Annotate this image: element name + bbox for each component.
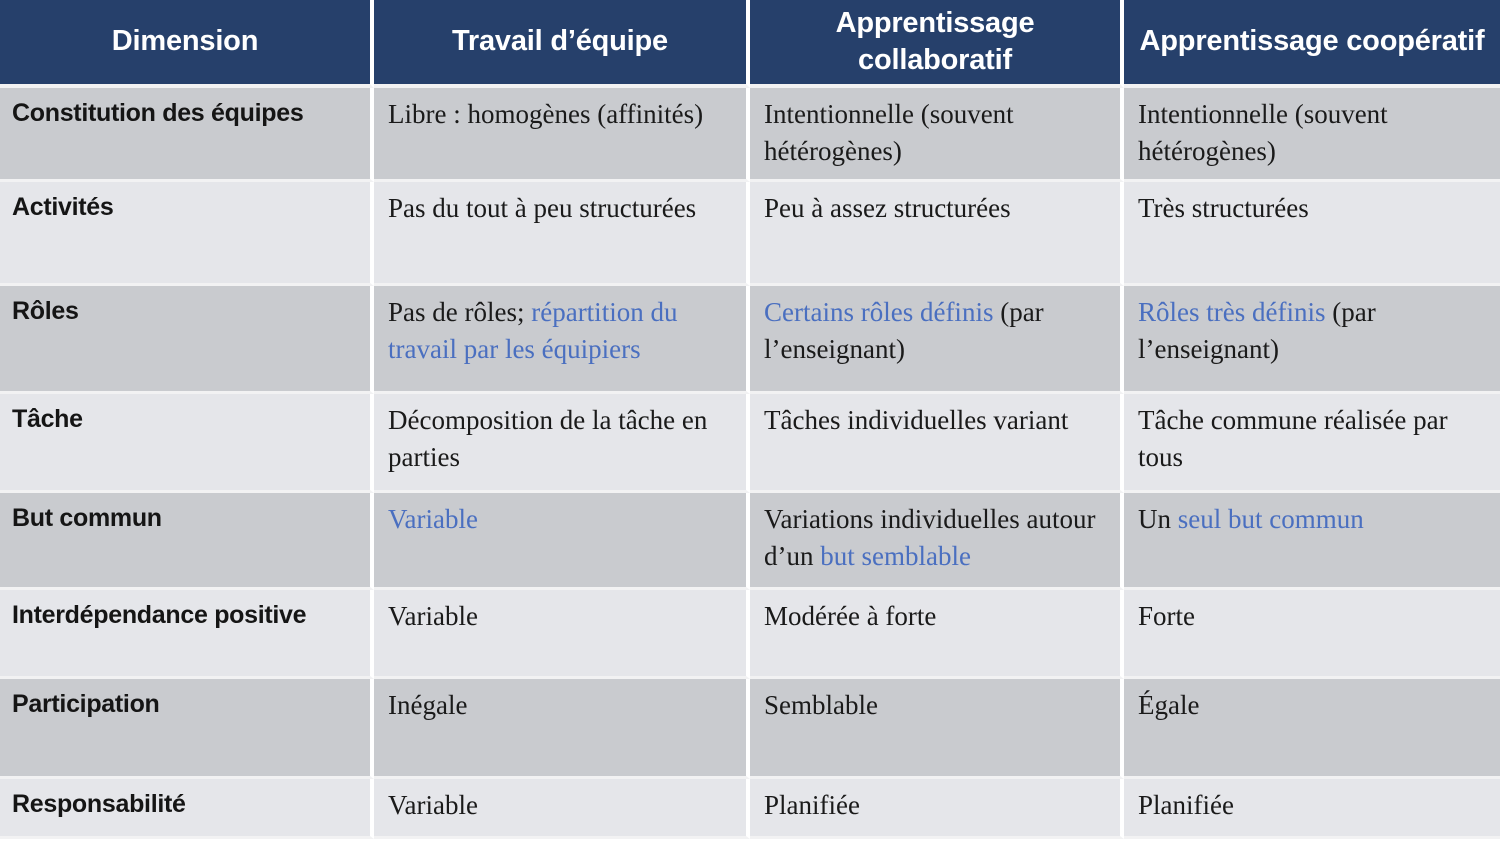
table-row: Activités Pas du tout à peu structurées Pe… — [0, 181, 1500, 286]
cell-cooperatif-8: Planifiée — [1124, 778, 1500, 839]
highlighted-text: Certains rôles définis — [764, 296, 994, 327]
cell-text: Modérée à forte — [764, 600, 937, 631]
cell-travail-equipe-6: Variable — [374, 589, 750, 679]
row-label-1: Constitution des équipes — [0, 88, 374, 182]
table-row: Responsabilité Variable Planifiée Planifiée — [0, 778, 1500, 839]
column-header-apprentissage-collaboratif: Apprentissage collaboratif — [750, 0, 1124, 88]
cell-collaboratif-1: Intentionnelle (souvent hétérogènes) — [750, 88, 1124, 182]
column-header-travail-equipe: Travail d’équipe — [374, 0, 750, 88]
cell-collaboratif-5: Variations individuelles autour d’un but… — [750, 492, 1124, 590]
cell-collaboratif-3: Certains rôles définis (par l’enseignant… — [750, 285, 1124, 394]
cell-text: Un — [1138, 503, 1178, 534]
table-row: Interdépendance positive Variable Modérée … — [0, 589, 1500, 679]
cell-text: Intentionnelle (souvent hétérogènes) — [764, 99, 1014, 167]
cell-text: Variable — [388, 789, 478, 820]
cell-text: Peu à assez structurées — [764, 192, 1011, 223]
table-row: But commun Variable Variations individuell… — [0, 492, 1500, 590]
cell-travail-equipe-8: Variable — [374, 778, 750, 839]
table-body: Constitution des équipes Libre : homogène… — [0, 88, 1500, 839]
cell-cooperatif-5: Un seul but commun — [1124, 492, 1500, 590]
cell-text: Variations individuelles autour d’un — [764, 503, 1096, 571]
highlighted-text: Variable — [388, 503, 478, 534]
cell-cooperatif-3: Rôles très définis (par l’enseignant) — [1124, 285, 1500, 394]
cell-collaboratif-8: Planifiée — [750, 778, 1124, 839]
cell-collaboratif-7: Semblable — [750, 678, 1124, 779]
table-row: Tâche Décomposition de la tâche en partie… — [0, 393, 1500, 493]
cell-text: Pas de rôles; — [388, 296, 532, 327]
cell-text: Intentionnelle (souvent hétérogènes) — [1138, 99, 1388, 167]
table-row: Participation Inégale Semblable Égale — [0, 678, 1500, 779]
cell-travail-equipe-5: Variable — [374, 492, 750, 590]
cell-text: Inégale — [388, 689, 468, 720]
cell-collaboratif-6: Modérée à forte — [750, 589, 1124, 679]
cell-text: Décomposition de la tâche en parties — [388, 404, 708, 472]
cell-text: (par l’enseignant) — [764, 296, 1044, 364]
cell-text: Libre : homogènes (affinités) — [388, 99, 704, 129]
highlighted-text: seul but commun — [1177, 503, 1364, 534]
row-label-8: Responsabilité — [0, 778, 374, 839]
row-label-7: Participation — [0, 678, 374, 779]
cell-cooperatif-2: Très structurées — [1124, 181, 1500, 286]
cell-travail-equipe-3: Pas de rôles; répartition du travail par… — [374, 285, 750, 394]
table-header: Dimension Travail d’équipe Apprentissage… — [0, 0, 1500, 88]
cell-text: Tâche commune réalisée par tous — [1138, 404, 1448, 472]
highlighted-text: répartition du travail par les équipiers — [388, 296, 678, 364]
cell-text: Forte — [1138, 600, 1195, 631]
cell-cooperatif-6: Forte — [1124, 589, 1500, 679]
cell-text: Planifiée — [1138, 789, 1234, 820]
highlighted-text: but semblable — [820, 540, 971, 571]
cell-text: Planifiée — [764, 789, 860, 820]
column-header-apprentissage-cooperatif: Apprentissage coopératif — [1124, 0, 1500, 88]
cell-text: Égale — [1138, 689, 1200, 720]
cell-text: Variable — [388, 600, 478, 631]
highlighted-text: Rôles très définis — [1138, 296, 1326, 327]
header-row: Dimension Travail d’équipe Apprentissage… — [0, 0, 1500, 88]
cell-cooperatif-1: Intentionnelle (souvent hétérogènes) — [1124, 88, 1500, 182]
cell-cooperatif-4: Tâche commune réalisée par tous — [1124, 393, 1500, 493]
cell-text: (par l’enseignant) — [1138, 296, 1376, 364]
row-label-6: Interdépendance positive — [0, 589, 374, 679]
cell-travail-equipe-1: Libre : homogènes (affinités) — [374, 88, 750, 182]
cell-travail-equipe-7: Inégale — [374, 678, 750, 779]
row-label-5: But commun — [0, 492, 374, 590]
table-row: Constitution des équipes Libre : homogène… — [0, 88, 1500, 182]
cell-text: Semblable — [764, 689, 878, 720]
row-label-3: Rôles — [0, 285, 374, 394]
cell-travail-equipe-2: Pas du tout à peu structurées — [374, 181, 750, 286]
cell-text: Très structurées — [1138, 192, 1309, 223]
cell-text: Tâches individuelles variant — [764, 404, 1069, 435]
cell-travail-equipe-4: Décomposition de la tâche en parties — [374, 393, 750, 493]
cell-text: Pas du tout à peu structurées — [388, 192, 697, 223]
column-header-dimension: Dimension — [0, 0, 374, 88]
row-label-2: Activités — [0, 181, 374, 286]
cell-collaboratif-2: Peu à assez structurées — [750, 181, 1124, 286]
cell-cooperatif-7: Égale — [1124, 678, 1500, 779]
row-label-4: Tâche — [0, 393, 374, 493]
cell-collaboratif-4: Tâches individuelles variant — [750, 393, 1124, 493]
table-row: Rôles Pas de rôles; répartition du travai… — [0, 285, 1500, 394]
